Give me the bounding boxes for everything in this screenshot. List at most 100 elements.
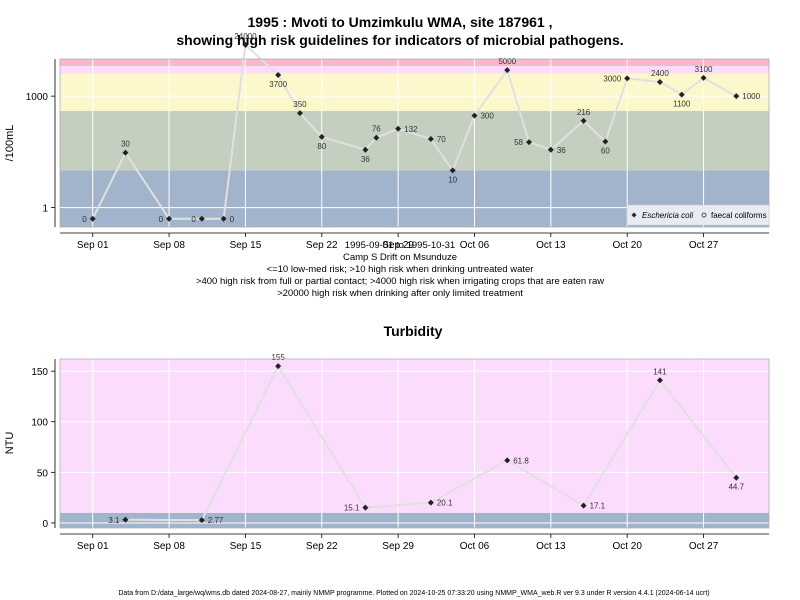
data-point (504, 67, 511, 74)
data-label: 300 (480, 112, 494, 121)
x-tick-label: Oct 20 (612, 541, 642, 552)
x-tick-label: Sep 15 (230, 240, 262, 251)
x-tick-label: Sep 01 (77, 240, 109, 251)
data-point (602, 138, 609, 145)
risk-guideline-2: >400 high risk from full or partial cont… (196, 276, 604, 287)
data-label: 36 (361, 155, 370, 164)
data-label: 70 (437, 135, 446, 144)
data-label: 80 (317, 142, 326, 151)
risk-band-1 (60, 359, 769, 513)
data-label: 350 (293, 100, 307, 109)
data-label: 3100 (695, 65, 713, 74)
data-label: 216 (577, 108, 591, 117)
legend-box (626, 204, 770, 226)
data-point (656, 377, 663, 384)
data-label: 141 (653, 367, 667, 376)
data-point (395, 125, 402, 132)
x-tick-label: Oct 06 (460, 541, 490, 552)
data-label: 24000 (234, 32, 257, 41)
data-point (656, 79, 663, 86)
y-tick-label: 1 (42, 204, 48, 215)
data-label: 0 (191, 215, 196, 224)
data-point (733, 474, 740, 481)
data-point (471, 112, 478, 119)
risk-guideline-1: <=10 low-med risk; >10 high risk when dr… (267, 264, 534, 275)
risk-band-0 (60, 512, 769, 528)
x-tick-label: Oct 13 (536, 541, 566, 552)
data-point (166, 215, 173, 222)
x-tick-label: Sep 29 (382, 541, 414, 552)
risk-guideline-3: >20000 high risk when drinking after onl… (277, 288, 523, 299)
x-tick-label: Sep 22 (306, 541, 338, 552)
turbidity-panel: 3.1 2.77 155 15.1 20.1 61.8 17.1 141 44.7 Sep 01… (4, 353, 770, 552)
data-label: 155 (271, 353, 285, 362)
data-point (373, 134, 380, 141)
data-label: 5000 (498, 57, 516, 66)
y-axis-label: /100mL (4, 125, 16, 162)
plot-frame (59, 358, 770, 529)
data-label: 3000 (603, 74, 621, 83)
data-point (427, 136, 434, 143)
data-label: 44.7 (728, 483, 744, 492)
data-label: 36 (557, 146, 566, 155)
data-point (547, 146, 554, 153)
data-label: 58 (514, 138, 523, 147)
data-label: 2400 (651, 69, 669, 78)
risk-bands (60, 359, 769, 528)
gridlines (60, 59, 769, 227)
legend: Eschericia coli faecal coliforms (626, 204, 770, 226)
x-tick-label: Oct 06 (460, 240, 490, 251)
x-tick-label: Oct 27 (689, 240, 719, 251)
data-point (89, 215, 96, 222)
data-label: 20.1 (437, 499, 453, 508)
data-point (427, 499, 434, 506)
data-point (362, 504, 369, 511)
data-point (198, 517, 205, 524)
data-labels: 3.1 2.77 155 15.1 20.1 61.8 17.1 141 44.7 (108, 353, 744, 525)
x-tick-label: Oct 20 (612, 240, 642, 251)
chart-title-line2: showing high risk guidelines for indicat… (176, 32, 623, 48)
data-label: 0 (230, 215, 235, 224)
data-point (580, 117, 587, 124)
x-tick-label: Sep 08 (153, 240, 185, 251)
legend-faecal-label: faecal coliforms (711, 211, 767, 220)
gridlines (60, 359, 769, 528)
data-label: 60 (601, 147, 610, 156)
axes: Sep 01 Sep 08 Sep 15 Sep 22 Sep 29 Oct 06 Oct … (26, 58, 770, 251)
risk-band-1 (60, 110, 769, 171)
data-point (580, 502, 587, 509)
data-point (122, 149, 129, 156)
x-tick-label: Sep 22 (306, 240, 338, 251)
footer-note: Data from D:/data_large/wq/wms.db dated … (118, 590, 709, 597)
axes: Sep 01 Sep 08 Sep 15 Sep 22 Sep 29 Oct 06 Oct … (31, 358, 770, 552)
date-range-subtitle: 1995-09-01 to 1995-10-31 (345, 240, 455, 251)
data-label: 0 (159, 215, 164, 224)
x-tick-label: Sep 08 (153, 541, 185, 552)
risk-band-2 (60, 73, 769, 111)
data-label: 1100 (673, 100, 691, 109)
y-tick-label: 0 (42, 519, 48, 530)
plot-frame (59, 58, 770, 228)
data-label: 15.1 (344, 504, 360, 513)
data-point (242, 41, 249, 48)
y-tick-label: 100 (31, 418, 48, 429)
data-label: 3.1 (108, 516, 120, 525)
turbidity-title: Turbidity (384, 323, 443, 339)
data-point (449, 167, 456, 174)
data-point (624, 75, 631, 82)
legend-ecoli-marker (631, 212, 637, 218)
data-point (362, 146, 369, 153)
x-tick-label: Sep 15 (230, 541, 262, 552)
data-points (122, 363, 740, 524)
data-point (275, 72, 282, 79)
data-point (504, 457, 511, 464)
y-tick-label: 150 (31, 367, 48, 378)
data-label: 10 (448, 175, 457, 184)
data-label: 1000 (742, 92, 760, 101)
data-label: 0 (82, 215, 87, 224)
data-point (122, 516, 129, 523)
data-point (198, 215, 205, 222)
